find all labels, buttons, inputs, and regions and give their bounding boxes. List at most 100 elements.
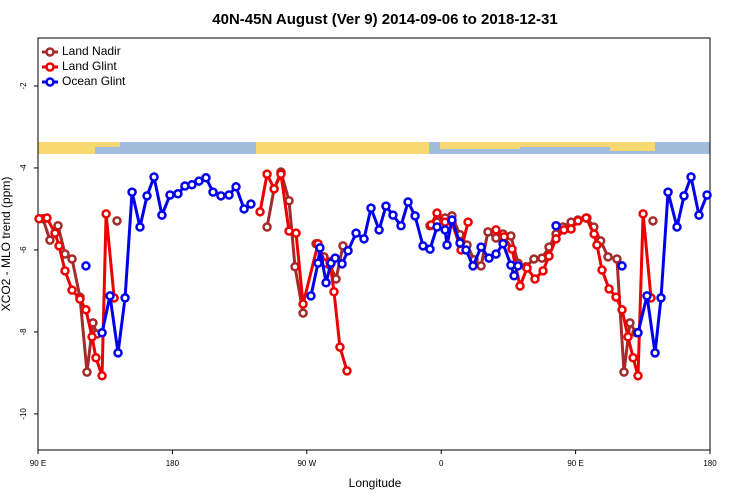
point	[112, 216, 122, 226]
point	[34, 214, 44, 224]
point	[224, 190, 234, 200]
point	[633, 328, 643, 338]
x-tick-label: 0	[439, 459, 444, 468]
point	[359, 234, 369, 244]
point	[291, 228, 301, 238]
point	[187, 180, 197, 190]
point	[403, 197, 413, 207]
point	[329, 287, 339, 297]
point	[208, 187, 218, 197]
y-tick-label: -8	[19, 328, 28, 336]
x-tick-label: 180	[166, 459, 180, 468]
point	[298, 308, 308, 318]
legend-label: Land Nadir	[62, 44, 121, 58]
point	[201, 173, 211, 183]
legend-marker	[45, 47, 55, 57]
point	[619, 367, 629, 377]
point	[374, 225, 384, 235]
point	[101, 209, 111, 219]
point	[97, 328, 107, 338]
point	[97, 371, 107, 381]
point	[686, 172, 696, 182]
point	[298, 299, 308, 309]
x-tick-label: 90 E	[30, 459, 46, 468]
land-band	[610, 142, 655, 151]
point	[432, 208, 442, 218]
point	[522, 263, 532, 273]
point	[239, 204, 249, 214]
point	[663, 187, 673, 197]
point	[343, 246, 353, 256]
land-band	[440, 142, 520, 149]
point	[455, 238, 465, 248]
point	[476, 242, 486, 252]
point	[255, 207, 265, 217]
point	[75, 294, 85, 304]
point	[165, 190, 175, 200]
point	[42, 213, 52, 223]
point	[262, 169, 272, 179]
point	[120, 293, 130, 303]
point	[330, 253, 340, 263]
point	[173, 189, 183, 199]
point	[603, 252, 613, 262]
land-band	[520, 142, 610, 147]
point	[650, 348, 660, 358]
point	[157, 210, 167, 220]
point	[113, 348, 123, 358]
point	[468, 261, 478, 271]
point	[81, 261, 91, 271]
point	[87, 332, 97, 342]
point	[463, 217, 473, 227]
x-tick-label: 90 W	[297, 459, 316, 468]
point	[628, 353, 638, 363]
point	[81, 305, 91, 315]
point	[381, 201, 391, 211]
point	[53, 221, 63, 231]
point	[447, 215, 457, 225]
point	[498, 239, 508, 249]
x-tick-label: 180	[703, 459, 717, 468]
point	[45, 235, 55, 245]
point	[142, 191, 152, 201]
point	[581, 213, 591, 223]
point	[67, 254, 77, 264]
y-tick-label: -6	[19, 246, 28, 254]
point	[50, 228, 60, 238]
point	[491, 249, 501, 259]
point	[388, 210, 398, 220]
land-band	[38, 142, 95, 154]
point	[461, 245, 471, 255]
point	[60, 266, 70, 276]
point	[410, 211, 420, 221]
point	[530, 274, 540, 284]
point	[604, 284, 614, 294]
point	[351, 228, 361, 238]
y-tick-label: -2	[19, 82, 28, 90]
point	[491, 233, 501, 243]
point	[642, 291, 652, 301]
point	[315, 243, 325, 253]
point	[679, 191, 689, 201]
point	[611, 292, 621, 302]
point	[91, 353, 101, 363]
point	[246, 199, 256, 209]
y-tick-label: -4	[19, 164, 28, 172]
point	[54, 241, 64, 251]
point	[335, 342, 345, 352]
point	[515, 281, 525, 291]
point	[135, 222, 145, 232]
point	[418, 241, 428, 251]
point	[617, 261, 627, 271]
land-mask	[38, 142, 710, 154]
point	[313, 258, 323, 268]
point	[432, 222, 442, 232]
point	[290, 262, 300, 272]
x-tick-label: 90 E	[567, 459, 583, 468]
point	[216, 191, 226, 201]
point	[702, 190, 712, 200]
point	[476, 261, 486, 271]
point	[484, 253, 494, 263]
y-axis-label: XCO2 - MLO trend (ppm)	[0, 177, 13, 312]
